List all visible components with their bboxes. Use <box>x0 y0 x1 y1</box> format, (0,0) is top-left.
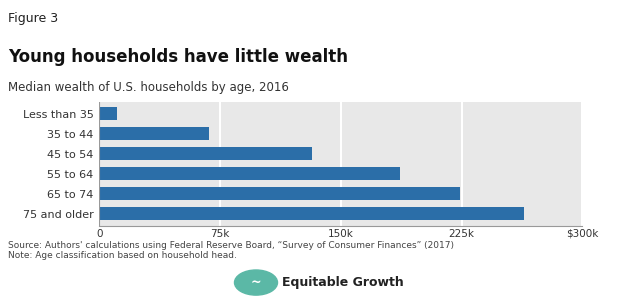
Text: Equitable Growth: Equitable Growth <box>282 276 403 289</box>
Bar <box>99 207 524 220</box>
Bar <box>99 127 209 140</box>
Bar <box>99 147 312 160</box>
Circle shape <box>234 270 278 295</box>
Text: ~: ~ <box>251 276 261 289</box>
Text: Figure 3: Figure 3 <box>8 12 58 25</box>
Text: Source: Authors' calculations using Federal Reserve Board, “Survey of Consumer F: Source: Authors' calculations using Fede… <box>8 241 454 260</box>
Bar <box>99 107 117 120</box>
Text: Young households have little wealth: Young households have little wealth <box>8 48 348 66</box>
Bar <box>99 167 401 180</box>
Text: Median wealth of U.S. households by age, 2016: Median wealth of U.S. households by age,… <box>8 81 289 94</box>
Bar <box>99 187 460 200</box>
